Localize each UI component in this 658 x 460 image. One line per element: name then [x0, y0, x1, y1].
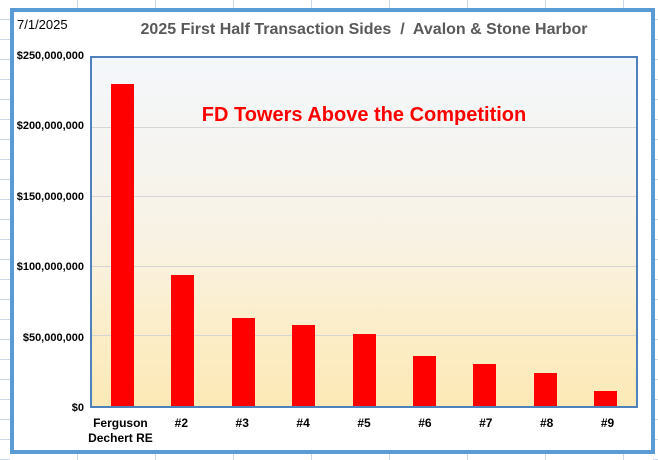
- plot-area: FD Towers Above the Competition: [90, 56, 638, 408]
- spreadsheet-gridlines-bottom: [0, 452, 658, 460]
- x-axis-tick-label: Ferguson Dechert RE: [88, 416, 153, 445]
- spreadsheet-gridlines-right: [653, 0, 658, 460]
- x-axis-tick-label: #4: [296, 416, 310, 430]
- y-axis-tick-label: $100,000,000: [16, 261, 84, 274]
- x-axis-tick-label: #9: [600, 416, 615, 430]
- gridline: [92, 196, 636, 198]
- chart-title: 2025 First Half Transaction Sides / Aval…: [140, 21, 588, 38]
- bar--9[interactable]: [594, 391, 618, 406]
- annotation-text: FD Towers Above the Competition: [201, 104, 527, 126]
- chart-object[interactable]: 7/1/2025 2025 First Half Transaction Sid…: [10, 8, 655, 454]
- bar--3[interactable]: [231, 317, 255, 406]
- x-axis-tick-label: #5: [357, 416, 371, 430]
- y-axis-tick-label: $50,000,000: [22, 331, 84, 344]
- y-axis-tick-label: $200,000,000: [16, 120, 84, 133]
- gridline: [92, 265, 636, 267]
- bar--4[interactable]: [292, 325, 316, 406]
- date-label: 7/1/2025: [17, 17, 68, 32]
- y-axis-tick-label: $250,000,000: [16, 50, 84, 62]
- bar--8[interactable]: [533, 372, 557, 406]
- bar--7[interactable]: [473, 363, 497, 406]
- y-axis-tick-label: $0: [71, 402, 84, 414]
- bar--2[interactable]: [171, 275, 195, 406]
- y-axis-tick-label: $150,000,000: [16, 190, 84, 203]
- gridline: [92, 126, 636, 128]
- x-axis-tick-label: #3: [235, 416, 249, 430]
- spreadsheet-gridlines-left: [0, 0, 10, 460]
- bar-ferguson-dechert-re[interactable]: [110, 84, 134, 406]
- spreadsheet-gridlines-top: [0, 0, 658, 9]
- bar--6[interactable]: [412, 355, 436, 406]
- x-axis-tick-label: #8: [539, 416, 554, 430]
- x-axis-tick-label: #7: [479, 416, 493, 430]
- x-axis-tick-label: #6: [418, 416, 432, 430]
- x-axis-tick-label: #2: [174, 416, 188, 430]
- bar--5[interactable]: [352, 334, 376, 406]
